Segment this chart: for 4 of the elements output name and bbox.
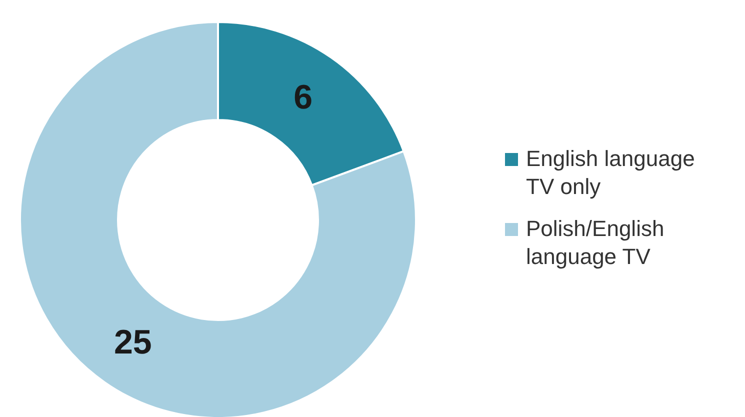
legend-label: English language TV only [526,145,696,201]
legend-label: Polish/English language TV [526,215,666,271]
data-label: 25 [114,323,152,362]
data-label: 6 [294,78,313,117]
